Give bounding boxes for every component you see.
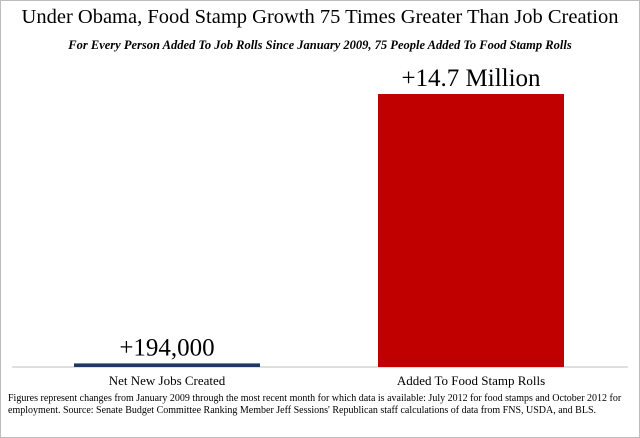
bar-food-stamp-rolls (378, 94, 564, 367)
chart-title: Under Obama, Food Stamp Growth 75 Times … (21, 6, 619, 28)
footnote: Figures represent changes from January 2… (8, 393, 622, 416)
category-label: Added To Food Stamp Rolls (397, 373, 545, 388)
bar-net-new-jobs (74, 363, 260, 367)
data-label: +14.7 Million (401, 65, 541, 92)
category-label: Net New Jobs Created (109, 373, 226, 388)
data-label: +194,000 (119, 334, 214, 361)
chart-subtitle: For Every Person Added To Job Rolls Sinc… (68, 38, 572, 52)
